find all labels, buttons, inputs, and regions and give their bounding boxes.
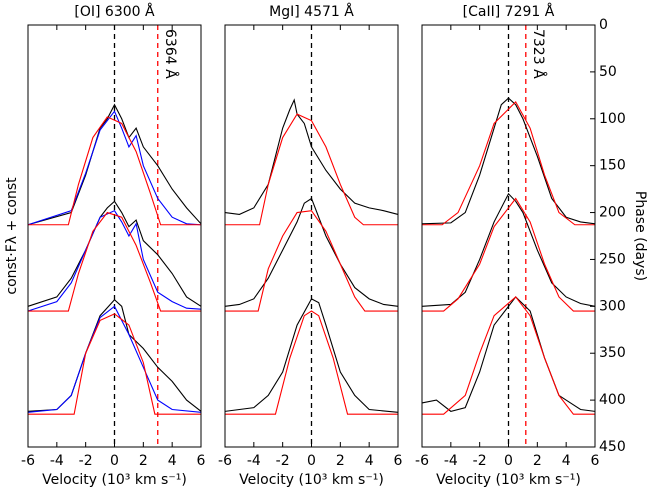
y-tick-label: 150 — [599, 158, 626, 174]
y-tick-label: 0 — [599, 17, 608, 33]
x-axis-label: Velocity (10³ km s⁻¹) — [239, 472, 384, 488]
x-axis-label: Velocity (10³ km s⁻¹) — [42, 472, 187, 488]
spectrum-line — [225, 210, 398, 312]
spectrum-line — [28, 211, 201, 312]
x-tick-label: 6 — [591, 453, 600, 469]
y-tick-label: 100 — [599, 111, 626, 127]
spectrum-line — [27, 209, 202, 312]
y-axis-label: Phase (days) — [632, 191, 648, 281]
y-tick-label: 350 — [599, 345, 626, 361]
y-tick-label: 300 — [599, 298, 626, 314]
line-annotation: 6364 Å — [162, 29, 179, 79]
y-axis-label: const·Fλ + const — [4, 177, 20, 295]
line-annotation: 7323 Å — [530, 29, 547, 79]
spectrum-line — [421, 97, 596, 225]
spectrum-line — [28, 116, 201, 226]
y-tick-label: 450 — [599, 439, 626, 455]
x-tick-label: 2 — [139, 453, 148, 469]
x-tick-label: -4 — [247, 453, 261, 469]
panel-title: [OI] 6300 Å — [74, 3, 155, 20]
panel-title: MgI] 4571 Å — [269, 3, 354, 20]
x-tick-label: 2 — [336, 453, 345, 469]
x-tick-label: -2 — [276, 453, 290, 469]
y-tick-label: 200 — [599, 205, 626, 221]
x-axis-label: Velocity (10³ km s⁻¹) — [436, 472, 581, 488]
spectrum-line — [421, 192, 596, 307]
x-tick-label: 0 — [110, 453, 119, 469]
spectrum-line — [422, 197, 595, 312]
spectrum-line — [27, 305, 202, 413]
x-tick-label: -6 — [21, 453, 35, 469]
spectrum-line — [422, 100, 595, 226]
spectrum-line — [27, 110, 202, 226]
spectrum-line — [224, 98, 399, 215]
x-tick-label: -6 — [415, 453, 429, 469]
x-tick-label: 0 — [504, 453, 513, 469]
spectrum-line — [224, 197, 399, 307]
x-tick-label: -4 — [50, 453, 64, 469]
x-tick-label: 6 — [394, 453, 403, 469]
x-tick-label: 4 — [168, 453, 177, 469]
spectrum-line — [225, 310, 398, 415]
spectrum-line — [225, 113, 398, 226]
y-tick-label: 250 — [599, 251, 626, 267]
spectrum-line — [422, 296, 595, 415]
x-tick-label: 4 — [365, 453, 374, 469]
spectrum-line — [27, 200, 202, 307]
spectrum-line — [224, 298, 399, 413]
x-tick-label: -4 — [444, 453, 458, 469]
x-tick-label: -2 — [473, 453, 487, 469]
x-tick-label: 4 — [562, 453, 571, 469]
y-tick-label: 50 — [599, 64, 617, 80]
x-tick-label: -2 — [79, 453, 93, 469]
spectrum-line — [28, 313, 201, 415]
x-tick-label: 2 — [533, 453, 542, 469]
y-tick-label: 400 — [599, 392, 626, 408]
x-tick-label: 0 — [307, 453, 316, 469]
x-tick-label: -6 — [218, 453, 232, 469]
x-tick-label: 6 — [197, 453, 206, 469]
panel-title: [CaII] 7291 Å — [463, 3, 555, 20]
